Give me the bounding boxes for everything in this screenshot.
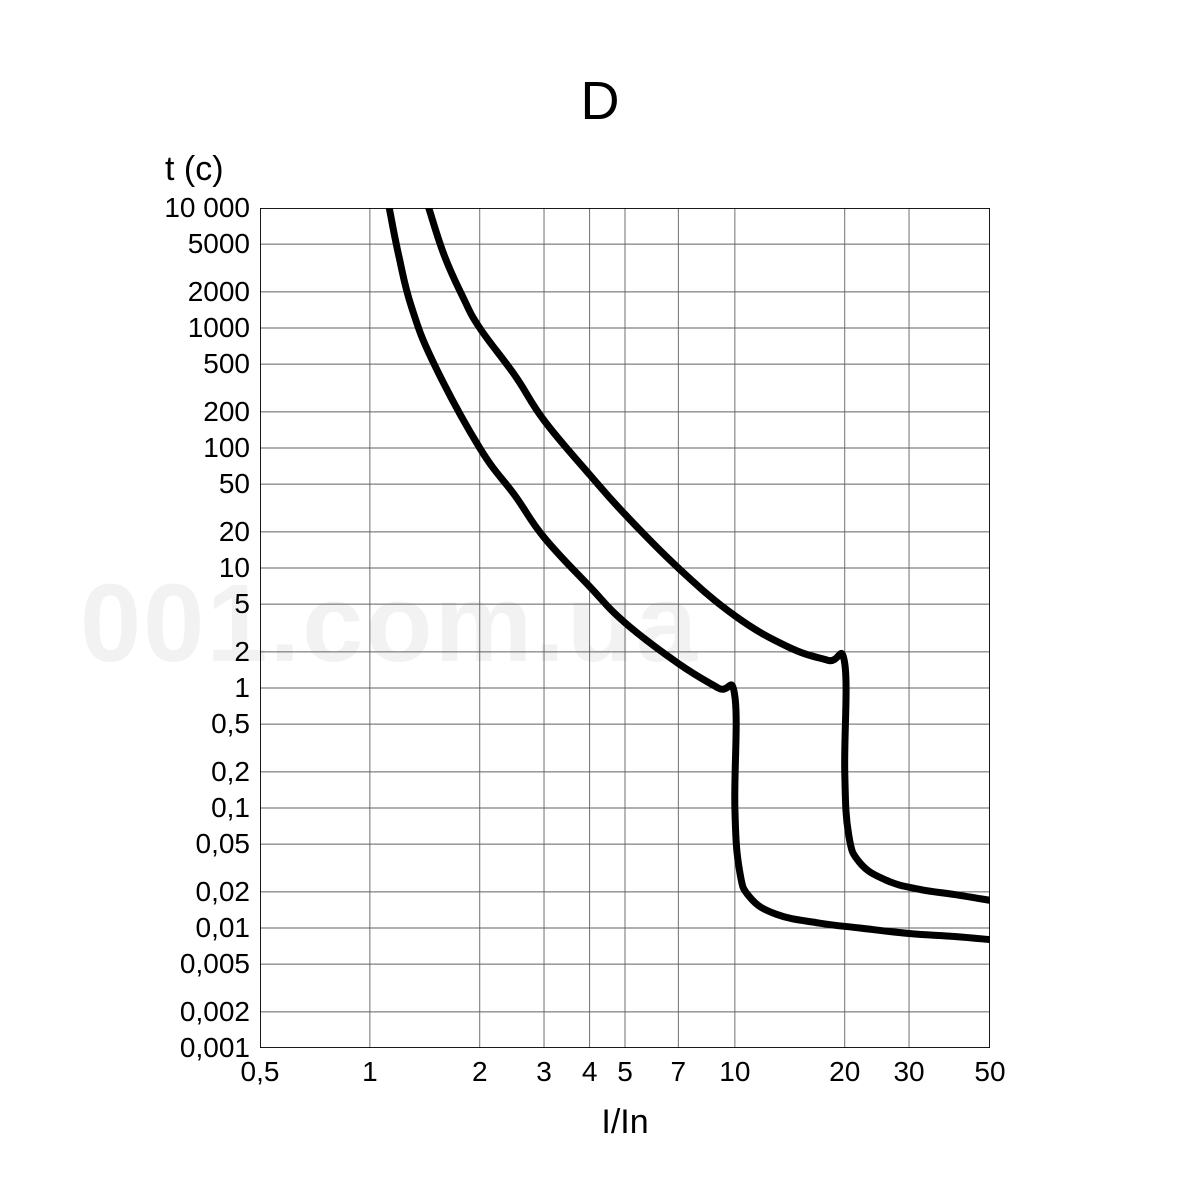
y-tick: 0,02: [196, 876, 251, 908]
y-tick: 500: [203, 348, 250, 380]
y-tick: 5: [234, 588, 250, 620]
x-tick: 30: [893, 1056, 924, 1088]
y-axis-label: t (c): [165, 150, 224, 189]
y-tick: 5000: [188, 228, 250, 260]
y-tick: 20: [219, 516, 250, 548]
x-tick: 2: [472, 1056, 488, 1088]
y-tick: 0,2: [211, 756, 250, 788]
page: 001.com.ua D t (c) 10 000500020001000500…: [0, 0, 1200, 1200]
y-tick: 10: [219, 552, 250, 584]
y-tick: 1: [234, 672, 250, 704]
y-tick: 0,005: [180, 948, 250, 980]
y-tick: 0,5: [211, 708, 250, 740]
plot-area: 10 0005000200010005002001005020105210,50…: [260, 208, 990, 1048]
y-tick: 50: [219, 468, 250, 500]
y-tick: 10 000: [164, 192, 250, 224]
x-tick: 50: [974, 1056, 1005, 1088]
x-tick: 5: [617, 1056, 633, 1088]
chart-svg: [260, 208, 990, 1048]
grid: [260, 208, 990, 1048]
x-tick: 1: [362, 1056, 378, 1088]
x-tick: 10: [719, 1056, 750, 1088]
curve-upper: [429, 208, 990, 900]
x-axis-label: I/In: [260, 1103, 990, 1142]
y-tick: 2000: [188, 276, 250, 308]
x-tick: 4: [582, 1056, 598, 1088]
x-tick: 3: [536, 1056, 552, 1088]
x-tick: 0,5: [241, 1056, 280, 1088]
y-tick: 2: [234, 636, 250, 668]
y-tick: 1000: [188, 312, 250, 344]
y-tick: 100: [203, 432, 250, 464]
chart-title: D: [0, 70, 1200, 132]
y-tick: 0,01: [196, 912, 251, 944]
x-tick: 20: [829, 1056, 860, 1088]
y-tick: 200: [203, 396, 250, 428]
y-tick: 0,002: [180, 996, 250, 1028]
y-tick: 0,001: [180, 1032, 250, 1064]
y-tick: 0,05: [196, 828, 251, 860]
x-tick: 7: [671, 1056, 687, 1088]
y-tick: 0,1: [211, 792, 250, 824]
